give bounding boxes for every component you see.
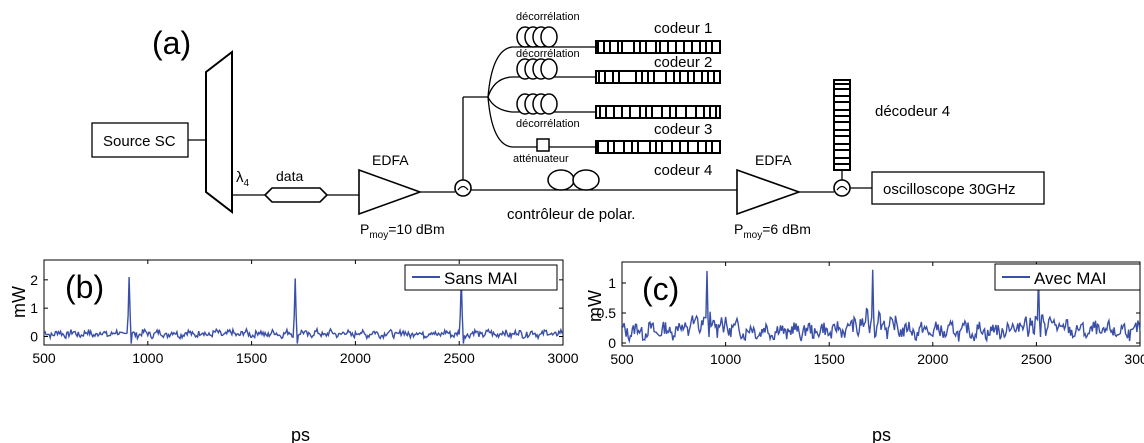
- circulator2: [833, 179, 851, 197]
- edfa1-power: Pmoy=10 dBm: [360, 221, 445, 241]
- xtick-label: 2000: [340, 350, 371, 366]
- decorrelation-coil-3: [516, 93, 558, 115]
- xtick-label: 3000: [1124, 351, 1144, 367]
- ytick-label: 1: [608, 275, 616, 291]
- data-modulator: [263, 187, 329, 203]
- chart-b-panel-label: (b): [65, 269, 104, 305]
- ytick-label: 0.5: [597, 305, 617, 321]
- decorrelation-coil-1: [516, 26, 558, 48]
- coder-gratings: [595, 40, 721, 154]
- xtick-label: 2000: [917, 351, 948, 367]
- polarization-controller-label: contrôleur de polar.: [507, 206, 635, 223]
- edfa2-power: Pmoy=6 dBm: [734, 221, 811, 241]
- xtick-label: 1000: [132, 350, 163, 366]
- attenuator: [536, 138, 550, 152]
- xtick-label: 1500: [236, 350, 267, 366]
- oscilloscope-label: oscilloscope 30GHz: [883, 181, 1016, 198]
- ytick-label: 0: [30, 329, 38, 345]
- decoder-label: décodeur 4: [875, 103, 950, 120]
- xtick-label: 1500: [814, 351, 845, 367]
- xtick-label: 500: [32, 350, 56, 366]
- decorrelation-label-2: décorrélation: [516, 48, 580, 60]
- attenuator-label: atténuateur: [513, 153, 569, 165]
- chart-c-xlabel: ps: [872, 425, 891, 443]
- decorrelation-coil-2: [516, 58, 558, 80]
- data-label: data: [276, 168, 303, 184]
- chart-b-series-line: [43, 276, 564, 344]
- ytick-label: 1: [30, 300, 38, 316]
- chart-b-xlabel: ps: [291, 425, 310, 443]
- xtick-label: 2500: [444, 350, 475, 366]
- chart-c-panel-label: (c): [642, 271, 679, 307]
- chart-c-ylabel: mW: [585, 290, 605, 322]
- oscilloscope-box: [871, 171, 1045, 205]
- decoder-body: [833, 79, 851, 171]
- panel-label-a: (a): [152, 25, 191, 61]
- circulator1: [454, 179, 472, 197]
- coder-label-1: codeur 1: [654, 20, 712, 37]
- coder-label-4: codeur 4: [654, 162, 712, 179]
- xtick-label: 500: [610, 351, 634, 367]
- lambda-label: λ4: [236, 169, 250, 189]
- source-box: [91, 122, 189, 158]
- multiplexer: [205, 49, 233, 215]
- polarization-controller: [547, 169, 600, 191]
- xtick-label: 2500: [1021, 351, 1052, 367]
- edfa2-label: EDFA: [755, 152, 792, 168]
- decoder-grating: [833, 79, 851, 171]
- chart-c-legend-label: Avec MAI: [1034, 269, 1106, 288]
- chart-b-legend-label: Sans MAI: [444, 269, 518, 288]
- chart-c-series-line: [621, 269, 1141, 344]
- source-label: Source SC: [103, 133, 176, 150]
- ytick-label: 0: [608, 335, 616, 351]
- ytick-label: 2: [30, 272, 38, 288]
- xtick-label: 3000: [547, 350, 578, 366]
- xtick-label: 1000: [710, 351, 741, 367]
- decorrelation-label-1: décorrélation: [516, 11, 580, 23]
- chart-b-ylabel: mW: [9, 286, 29, 318]
- decorrelation-label-3: décorrélation: [516, 118, 580, 130]
- edfa2-amplifier: [736, 168, 802, 216]
- coder-label-3: codeur 3: [654, 121, 712, 138]
- chart-c: 500 1000 1500 2000 2500 3000 0 0.5 1 (c) Avec MA…: [585, 261, 1144, 443]
- coder-grating-3: [595, 105, 721, 119]
- edfa1-amplifier: [358, 168, 423, 216]
- edfa1-label: EDFA: [372, 152, 409, 168]
- coder-label-2: codeur 2: [654, 54, 712, 71]
- coder-grating-1: [595, 40, 721, 54]
